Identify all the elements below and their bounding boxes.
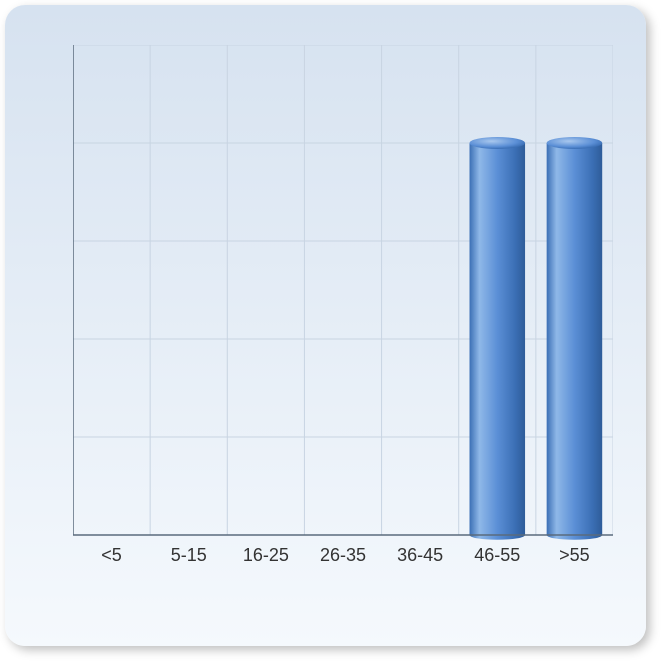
x-axis-labels: <5 5-15 16-25 26-35 36-45 46-55 >55 <box>101 545 589 565</box>
x-tick-label: 36-45 <box>397 545 443 565</box>
x-tick-label: 46-55 <box>474 545 520 565</box>
x-tick-label: 5-15 <box>171 545 207 565</box>
chart-card: 00,511,522,5 <55-1516-2526-3536-4546-55>… <box>5 5 646 646</box>
bar-chart: 00,511,522,5 <55-1516-2526-3536-4546-55>… <box>73 45 613 575</box>
bar-cap <box>470 137 526 149</box>
bar <box>547 143 603 535</box>
x-tick-label: <5 <box>101 545 122 565</box>
x-tick-label: 16-25 <box>243 545 289 565</box>
gridlines <box>73 45 613 535</box>
bar <box>470 143 526 535</box>
x-tick-label: >55 <box>559 545 590 565</box>
x-tick-label: 26-35 <box>320 545 366 565</box>
bar-cap <box>547 137 603 149</box>
